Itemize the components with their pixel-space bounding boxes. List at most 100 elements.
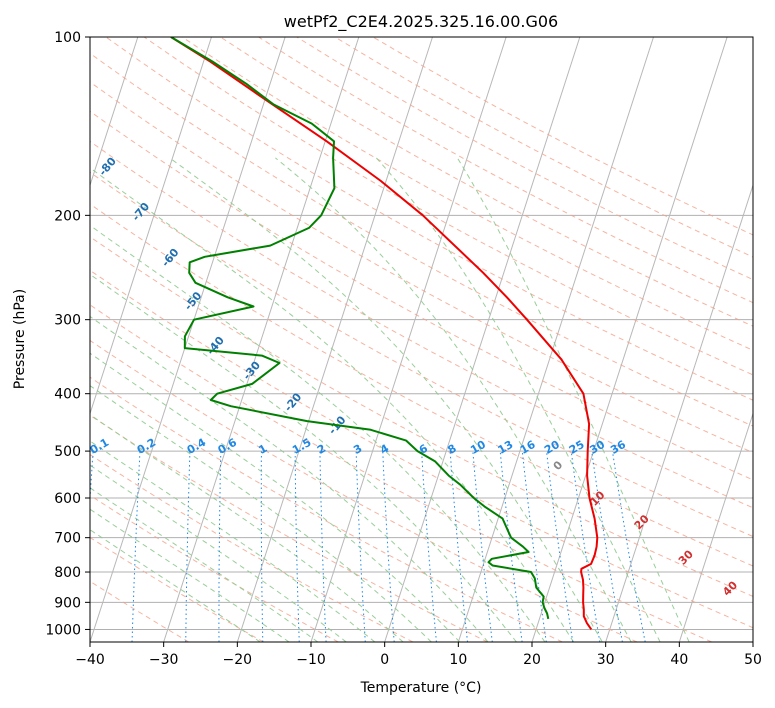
moist-adiabat [169, 157, 603, 642]
mixing-ratio-line [499, 451, 523, 642]
theta-w-label: -80 [96, 155, 119, 179]
mixing-ratio-line [472, 451, 493, 642]
dry-adiabat [90, 81, 753, 454]
mixing-ratio-line [612, 451, 646, 642]
dry-adiabat [90, 453, 414, 642]
mixing-ratio-label: 25 [567, 438, 587, 457]
isotherm-line [531, 37, 728, 642]
x-tick-label: 0 [380, 652, 389, 668]
dry-adiabat [90, 236, 753, 598]
x-tick-label: 30 [597, 652, 615, 668]
dry-adiabat-label: 0 [551, 458, 566, 473]
theta-w-label: -90 [55, 111, 78, 135]
isotherm-line [90, 37, 139, 187]
mixing-ratio-label: 2 [315, 442, 328, 457]
mixing-ratio-label: 10 [468, 438, 488, 457]
dry-adiabat [90, 339, 638, 642]
y-tick-label: 900 [54, 595, 81, 611]
mixing-ratio-line [421, 451, 437, 642]
mixing-ratio-line [570, 451, 601, 642]
isotherm-line [678, 412, 753, 642]
dry-adiabat [143, 37, 753, 376]
theta-w-label: -40 [204, 334, 227, 358]
moist-adiabat [90, 508, 290, 642]
theta-w-label: -60 [159, 246, 182, 270]
moist-adiabat [375, 157, 661, 642]
plot-area: 0.1 0.2 0.4 0.6 1 1.5 2 3 4 6 8 10 13 16 20 25 30 36-100-… [0, 37, 753, 642]
isotherm-line [457, 37, 654, 642]
mixing-ratio-label: 0.1 [88, 436, 111, 457]
moist-adiabat [90, 315, 489, 642]
mixing-ratio-line [546, 451, 574, 642]
mixing-ratio-line [449, 451, 468, 642]
dry-adiabat [90, 140, 753, 509]
mixing-ratio-label: 0.6 [216, 436, 240, 457]
x-tick-label: 10 [449, 652, 467, 668]
mixing-ratio-line [319, 451, 327, 642]
mixing-ratio-label: 3 [351, 442, 364, 457]
dewpoint-profile-line [170, 37, 550, 620]
mixing-ratio-line [131, 451, 141, 642]
mixing-ratio-line [260, 451, 264, 642]
x-tick-label: −40 [75, 652, 105, 668]
y-tick-label: 500 [54, 444, 81, 460]
x-tick-label: −10 [296, 652, 326, 668]
mixing-ratio-line [90, 451, 94, 507]
y-tick-label: 100 [54, 30, 81, 46]
mixing-ratio-line [591, 451, 623, 642]
dry-adiabat [90, 110, 753, 481]
y-tick-label: 600 [54, 491, 81, 507]
mixing-ratio-line [294, 451, 300, 642]
moist-adiabat [90, 385, 432, 642]
mixing-ratio-line [185, 451, 191, 642]
dry-adiabat-label: 30 [676, 547, 696, 567]
moist-adiabat [90, 352, 461, 642]
y-axis-title: Pressure (hPa) [12, 289, 28, 389]
moist-adiabat [90, 464, 347, 642]
mixing-ratio-label: 1.5 [290, 436, 313, 457]
x-tick-label: 40 [670, 652, 688, 668]
dry-adiabat [90, 304, 712, 642]
isotherm-line [0, 37, 64, 642]
dry-adiabat [90, 580, 190, 642]
axis-ticks: −40 −30 −20 −10 0 10 20 30 40 5010020030040050060… [45, 30, 762, 668]
dry-adiabat-label: 40 [720, 578, 740, 598]
dry-adiabat [90, 414, 488, 642]
moist-adiabat [90, 487, 319, 642]
dry-adiabat [90, 171, 753, 538]
moist-adiabat [90, 224, 546, 642]
mixing-ratio-label: 8 [445, 442, 458, 457]
dry-adiabat [90, 376, 563, 642]
isotherm-line [384, 37, 581, 642]
y-tick-label: 700 [54, 531, 81, 547]
dry-adiabat [90, 536, 264, 642]
moist-adiabat [90, 414, 404, 642]
y-tick-label: 200 [54, 208, 81, 224]
x-tick-label: −20 [223, 652, 253, 668]
isotherm-line [236, 37, 433, 642]
mixing-ratio-line [382, 451, 395, 642]
mixing-ratio-label: 16 [518, 438, 538, 457]
y-tick-label: 400 [54, 387, 81, 403]
theta-w-label: -70 [130, 200, 153, 224]
dry-adiabat [372, 37, 753, 236]
mixing-ratio-line [355, 451, 366, 642]
y-tick-label: 1000 [45, 622, 81, 638]
moist-adiabat [456, 157, 690, 642]
isotherm-line [752, 640, 753, 642]
y-tick-label: 800 [54, 565, 81, 581]
y-tick-label: 300 [54, 313, 81, 329]
plot-frame [89, 36, 754, 643]
dry-adiabat-label: 20 [632, 512, 652, 532]
dry-adiabat [220, 37, 753, 327]
chart-title: wetPf2_C2E4.2025.325.16.00.G06 [284, 12, 558, 32]
isotherm-line [90, 37, 212, 416]
moist-adiabat [90, 529, 261, 642]
isotherm-line [163, 37, 360, 642]
x-tick-label: 50 [744, 652, 762, 668]
theta-w-label: -100 [8, 56, 36, 86]
mixing-ratio-line [521, 451, 547, 642]
isotherm-line [605, 183, 753, 642]
x-tick-label: 20 [523, 652, 541, 668]
